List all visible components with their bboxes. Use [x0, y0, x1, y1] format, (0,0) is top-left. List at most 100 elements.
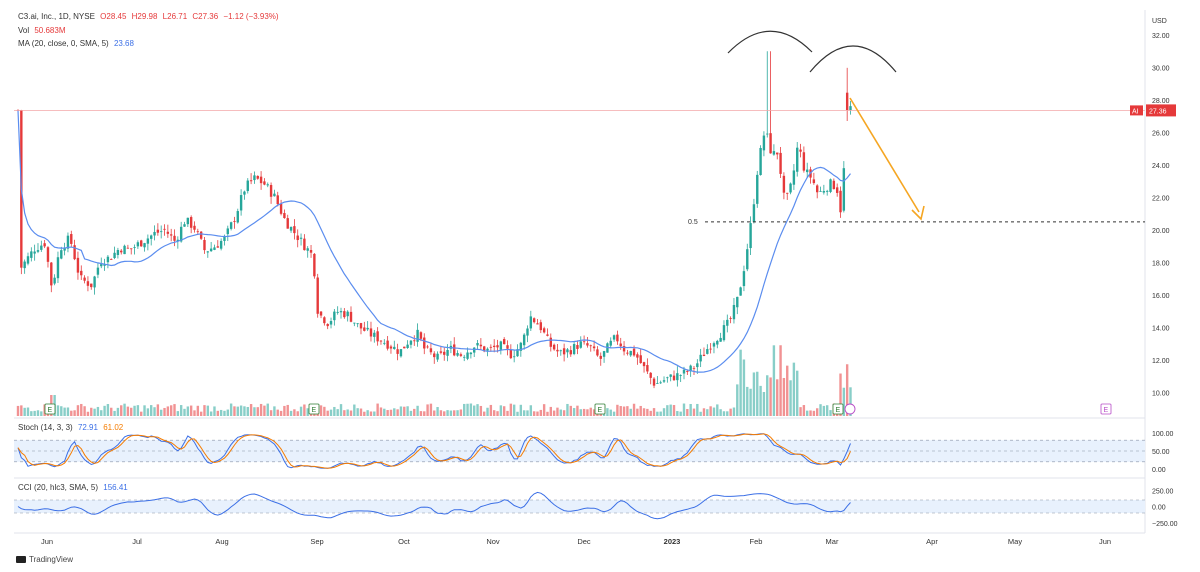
volume-bar: [506, 410, 509, 416]
volume-bar: [782, 377, 786, 416]
volume-bar: [169, 405, 173, 416]
price-tick-label: 30.00: [1152, 66, 1170, 73]
volume-bar: [193, 410, 196, 416]
candle-body: [83, 277, 86, 281]
candle-body: [183, 224, 186, 227]
candle-body: [416, 329, 419, 342]
volume-bar: [692, 408, 696, 416]
candle-body: [373, 332, 376, 337]
volume-bar: [659, 411, 662, 416]
volume-bar: [516, 411, 519, 416]
candle-body: [186, 217, 190, 225]
dividend-marker: [844, 403, 856, 415]
volume-bar: [216, 410, 219, 416]
volume-bar: [140, 411, 143, 416]
volume-bar: [682, 403, 686, 416]
candle-body: [339, 311, 343, 313]
candle-body: [136, 242, 140, 247]
candle-body: [193, 225, 196, 230]
volume-bar: [223, 410, 226, 416]
candle-body: [845, 92, 849, 111]
candle-body: [672, 375, 676, 381]
last-price-text: 27.36: [1149, 108, 1167, 115]
volume-bar: [676, 411, 679, 416]
volume-bar: [572, 408, 576, 416]
volume-bar: [549, 406, 552, 416]
candle-body: [616, 334, 619, 342]
candle-body: [832, 180, 836, 190]
candle-body: [639, 355, 642, 363]
volume-bar: [789, 380, 792, 416]
volume-bar: [579, 409, 582, 416]
volume-bar: [722, 411, 726, 416]
candle-body: [433, 353, 436, 358]
candle-body: [286, 218, 289, 229]
candle-body: [536, 323, 539, 325]
volume-bar: [356, 408, 359, 416]
candle-body: [629, 350, 632, 356]
candle-body: [216, 246, 219, 248]
candle-body: [40, 245, 43, 250]
volume-bar: [16, 405, 20, 416]
candle-body: [786, 192, 789, 194]
candle-body: [66, 235, 70, 249]
volume-value: 50.683M: [34, 26, 66, 35]
candle-body: [632, 348, 636, 356]
volume-bar: [110, 407, 113, 416]
cci-tick-label: −250.00: [1152, 521, 1178, 528]
price-tick-label: 22.00: [1152, 196, 1170, 203]
candle-body: [70, 234, 73, 244]
volume-bar: [709, 406, 712, 416]
volume-bar: [845, 364, 849, 416]
volume-bar: [809, 410, 812, 416]
candle-body: [100, 264, 103, 267]
candle-body: [463, 356, 466, 358]
volume-bar: [303, 404, 306, 416]
candle-body: [612, 335, 616, 340]
volume-bar: [156, 404, 160, 416]
volume-bar: [179, 405, 183, 416]
volume-bar: [449, 410, 453, 416]
candle-body: [726, 319, 729, 326]
volume-bar: [80, 403, 83, 416]
volume-bar: [816, 408, 819, 416]
candle-body: [679, 375, 682, 376]
volume-bar: [702, 408, 706, 416]
candle-body: [316, 277, 319, 314]
candle-body: [532, 318, 536, 323]
candle-body: [749, 223, 752, 249]
volume-bar: [383, 408, 386, 416]
volume-bar: [496, 411, 499, 416]
candle-body: [249, 180, 253, 182]
candle-body: [309, 250, 313, 253]
volume-bar: [622, 406, 626, 416]
cci-tick-label: 250.00: [1152, 488, 1174, 495]
price-tick-label: 20.00: [1152, 228, 1170, 235]
candle-body: [469, 352, 473, 355]
volume-bar: [86, 411, 90, 416]
volume-bar: [559, 409, 562, 416]
candle-body: [369, 328, 373, 337]
volume-bar: [779, 345, 782, 416]
candle-body: [130, 248, 133, 250]
candle-body: [393, 346, 396, 350]
volume-bar: [802, 405, 806, 416]
candle-body: [782, 175, 786, 193]
volume-bar: [246, 406, 249, 416]
volume-bar: [259, 403, 263, 416]
candle-body: [572, 344, 576, 355]
x-axis-label: Feb: [750, 537, 763, 546]
candle-body: [349, 311, 353, 322]
volume-bar: [266, 403, 269, 416]
candle-body: [806, 169, 809, 173]
candle-body: [283, 213, 286, 219]
candle-body: [176, 239, 180, 242]
candle-body: [429, 348, 433, 353]
volume-bar: [96, 406, 100, 416]
candle-body: [299, 237, 303, 239]
candle-body: [303, 238, 306, 251]
tradingview-icon: [16, 556, 26, 563]
candle-body: [799, 149, 802, 152]
candle-body: [333, 311, 336, 321]
